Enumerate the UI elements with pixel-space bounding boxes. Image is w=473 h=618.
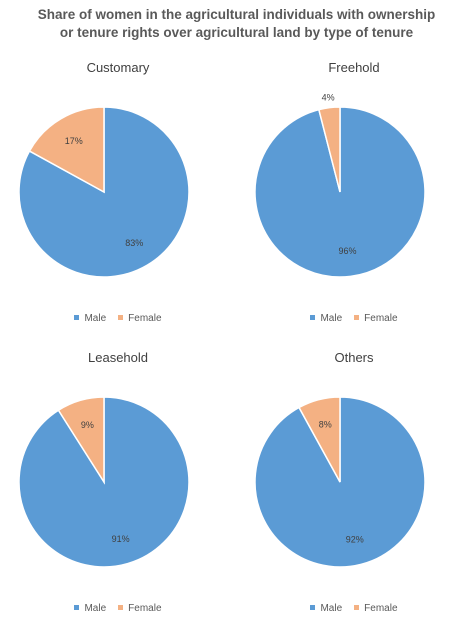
pie-label-leasehold-female: 9% — [81, 420, 94, 430]
pie-panel-others: Others 92% 8% Male Female — [236, 348, 472, 618]
legend-label-female: Female — [364, 603, 398, 614]
legend-swatch-female — [354, 314, 360, 320]
legend-customary: Male Female — [0, 313, 236, 324]
pie-title-customary: Customary — [86, 60, 150, 75]
legend-swatch-female — [118, 604, 124, 610]
pie-chart-leasehold: 91% 9% — [18, 396, 190, 568]
chart-title-line-2: or tenure rights over agricultural land … — [59, 25, 414, 40]
legend-label-male: Male — [84, 603, 107, 614]
legend-item-freehold-male: Male — [310, 313, 342, 324]
legend-item-others-male: Male — [310, 603, 342, 614]
pie-label-others-female: 8% — [319, 419, 332, 429]
pie-panel-customary: Customary 83% 17% Male Female — [0, 58, 236, 328]
legend-label-male: Male — [320, 313, 343, 324]
legend-label-male: Male — [320, 603, 343, 614]
pie-title-others: Others — [334, 350, 374, 365]
pie-label-freehold-male: 96% — [338, 246, 356, 256]
legend-label-male: Male — [84, 313, 107, 324]
legend-label-female: Female — [128, 313, 162, 324]
pie-label-others-male: 92% — [346, 535, 364, 545]
legend-item-leasehold-female: Female — [118, 603, 162, 614]
legend-label-female: Female — [128, 603, 162, 614]
pie-slice-freehold-female — [317, 106, 341, 193]
pie-title-freehold: Freehold — [328, 60, 380, 75]
legend-item-leasehold-male: Male — [74, 603, 106, 614]
legend-swatch-female — [118, 314, 124, 320]
pie-chart-customary: 83% 17% — [18, 106, 190, 278]
pie-label-leasehold-male: 91% — [112, 534, 130, 544]
pie-panel-freehold: Freehold 96% 4% Male Female — [236, 58, 472, 328]
pie-slice-customary-female — [28, 106, 105, 194]
pie-label-freehold-female: 4% — [322, 93, 335, 103]
legend-item-freehold-female: Female — [354, 313, 398, 324]
pie-chart-freehold: 96% 4% — [254, 93, 426, 278]
chart-title-line-1: Share of women in the agricultural indiv… — [37, 7, 436, 22]
pie-slice-leasehold-female — [57, 396, 105, 485]
legend-item-customary-female: Female — [118, 313, 162, 324]
legend-item-customary-male: Male — [74, 313, 106, 324]
legend-item-others-female: Female — [354, 603, 398, 614]
legend-swatch-male — [310, 314, 316, 320]
legend-swatch-male — [74, 314, 80, 320]
legend-others: Male Female — [236, 603, 472, 614]
pie-slice-others-female — [298, 396, 341, 483]
legend-swatch-male — [74, 604, 80, 610]
legend-leasehold: Male Female — [0, 603, 236, 614]
legend-freehold: Male Female — [236, 313, 472, 324]
chart-title: Share of women in the agricultural indiv… — [0, 6, 473, 42]
pie-panel-leasehold: Leasehold 91% 9% Male Female — [0, 348, 236, 618]
pie-chart-others: 92% 8% — [254, 396, 426, 568]
pie-title-leasehold: Leasehold — [88, 350, 148, 365]
legend-swatch-male — [310, 604, 316, 610]
pie-label-customary-female: 17% — [65, 136, 83, 146]
legend-swatch-female — [354, 604, 360, 610]
legend-label-female: Female — [364, 313, 398, 324]
pie-label-customary-male: 83% — [125, 238, 143, 248]
